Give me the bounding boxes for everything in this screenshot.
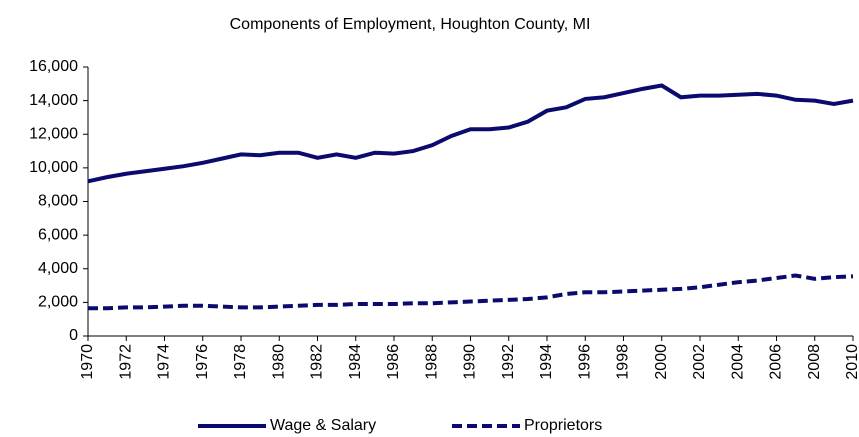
y-tick-label: 12,000 bbox=[29, 125, 78, 142]
y-tick-label: 14,000 bbox=[29, 92, 78, 109]
y-tick-label: 16,000 bbox=[29, 58, 78, 75]
y-tick-label: 2,000 bbox=[38, 294, 78, 311]
legend-label: Proprietors bbox=[524, 417, 602, 434]
x-tick-label: 1986 bbox=[385, 344, 402, 380]
y-tick-label: 8,000 bbox=[38, 193, 78, 210]
x-tick-label: 1992 bbox=[500, 344, 517, 380]
x-tick-label: 1972 bbox=[117, 344, 134, 380]
chart-title: Components of Employment, Houghton Count… bbox=[230, 16, 591, 33]
x-tick-label: 1994 bbox=[538, 344, 555, 380]
y-tick-label: 6,000 bbox=[38, 226, 78, 243]
x-tick-label: 2000 bbox=[653, 344, 670, 380]
x-tick-label: 2006 bbox=[768, 344, 785, 380]
x-tick-label: 2004 bbox=[729, 344, 746, 380]
x-tick-label: 1990 bbox=[462, 344, 479, 380]
x-tick-label: 1980 bbox=[270, 344, 287, 380]
x-tick-label: 2010 bbox=[844, 344, 859, 380]
x-tick-label: 1988 bbox=[423, 344, 440, 380]
y-tick-label: 0 bbox=[69, 327, 78, 344]
x-tick-label: 2002 bbox=[691, 344, 708, 380]
x-tick-label: 1976 bbox=[194, 344, 211, 380]
series-line bbox=[88, 273, 854, 311]
x-tick-label: 1970 bbox=[79, 344, 96, 380]
x-tick-label: 1974 bbox=[156, 344, 173, 380]
series-line bbox=[87, 83, 854, 184]
x-tick-label: 1984 bbox=[347, 344, 364, 380]
y-tick-label: 10,000 bbox=[29, 159, 78, 176]
x-tick-label: 1998 bbox=[615, 344, 632, 380]
legend-label: Wage & Salary bbox=[270, 417, 376, 434]
x-tick-label: 1996 bbox=[576, 344, 593, 380]
y-tick-label: 4,000 bbox=[38, 260, 78, 277]
x-tick-label: 2008 bbox=[806, 344, 823, 380]
x-tick-label: 1978 bbox=[232, 344, 249, 380]
x-tick-label: 1982 bbox=[309, 344, 326, 380]
